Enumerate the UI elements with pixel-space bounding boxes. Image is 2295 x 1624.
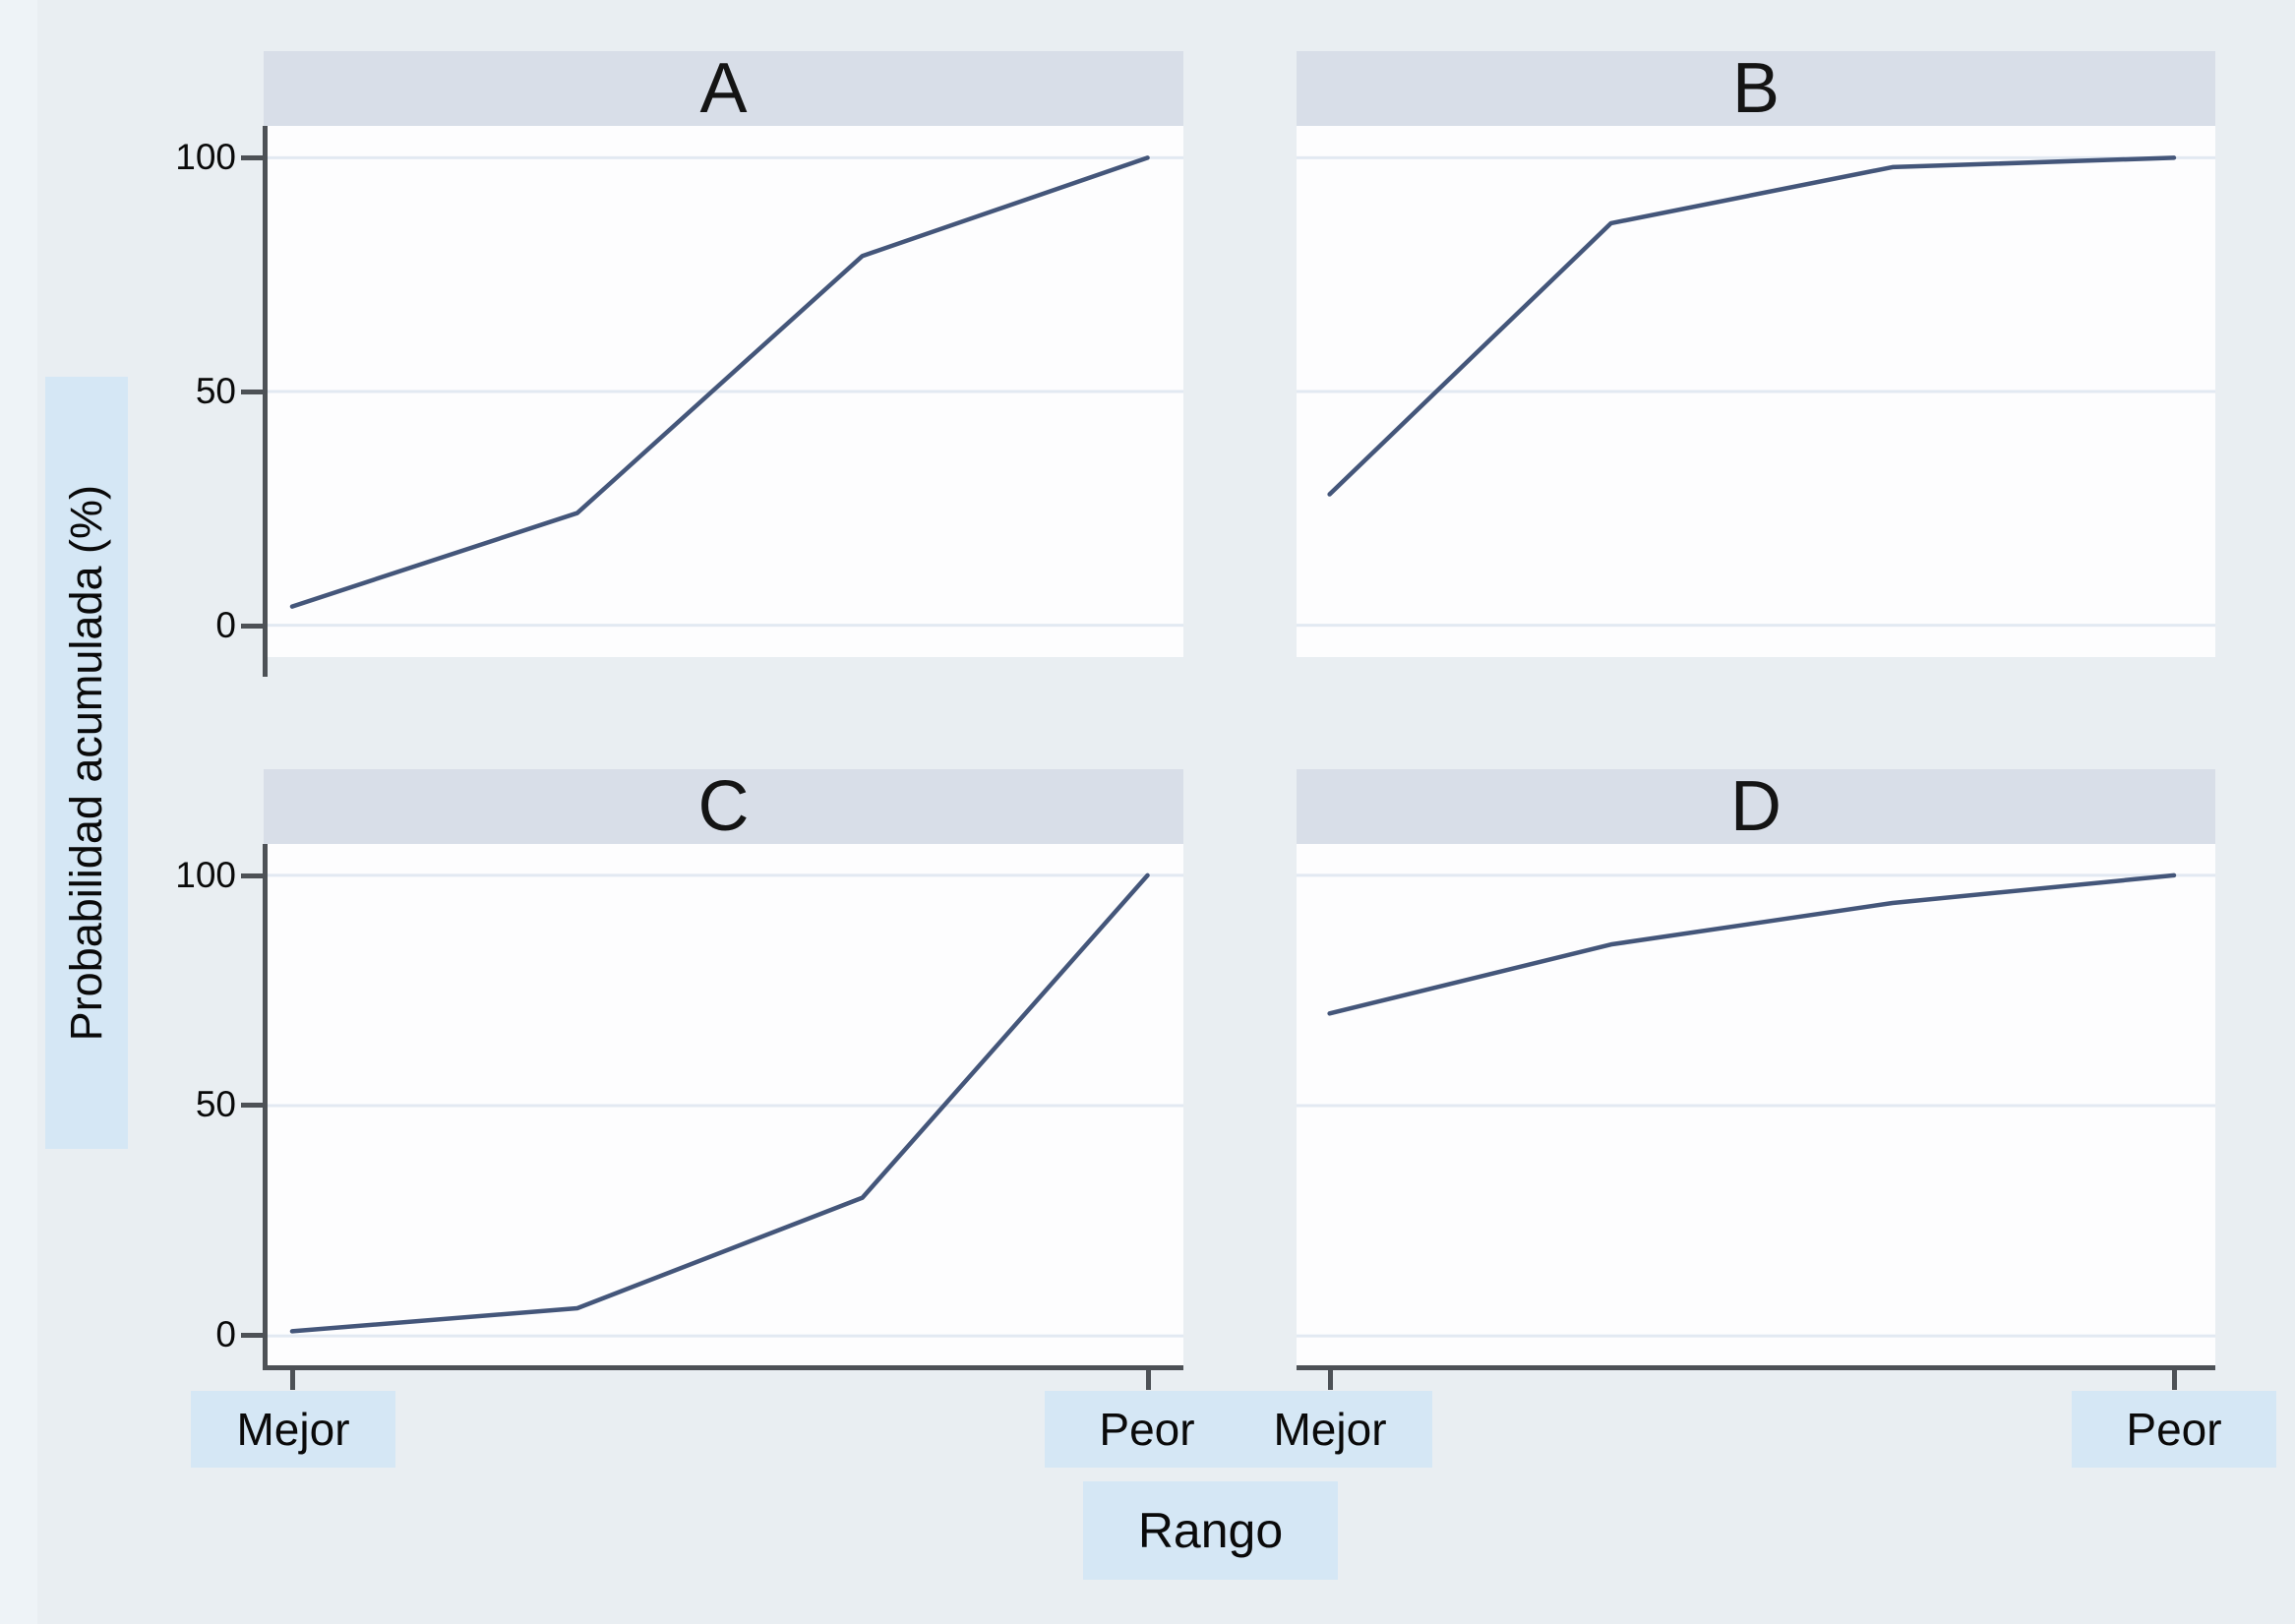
- panel-d-title: D: [1730, 767, 1782, 846]
- panel-d-plot: [1297, 844, 2215, 1367]
- panel-a-plot: [264, 126, 1183, 657]
- panel-c-plot: [264, 844, 1183, 1367]
- x-axis-title: Rango: [1083, 1481, 1338, 1580]
- panel-a: A: [264, 51, 1183, 657]
- x-label-peor-left: Peor: [1045, 1391, 1249, 1468]
- background-strip: [0, 0, 37, 1624]
- x-tick-peor-left: [1146, 1370, 1151, 1390]
- x-axis-line-right: [1297, 1365, 2215, 1370]
- panel-c-title: C: [697, 767, 750, 846]
- panel-d: D: [1297, 769, 2215, 1367]
- y-tick-50-row1: [241, 390, 263, 394]
- panel-b-title: B: [1731, 49, 1781, 128]
- x-tick-mejor-left: [290, 1370, 295, 1390]
- y-tick-label-100-row2: 100: [175, 855, 236, 895]
- panel-b-plot: [1297, 126, 2215, 657]
- panel-a-line-chart: [264, 126, 1183, 657]
- y-axis-label: Probabilidad acumulada (%): [61, 484, 111, 1042]
- x-tick-mejor-right: [1328, 1370, 1333, 1390]
- panel-c-line-chart: [264, 844, 1183, 1367]
- y-tick-100-row1: [241, 155, 263, 160]
- y-tick-label-50-row1: 50: [195, 371, 236, 411]
- panel-c: C: [264, 769, 1183, 1367]
- x-label-mejor-left: Mejor: [191, 1391, 395, 1468]
- panel-a-title: A: [699, 49, 748, 128]
- panel-d-line-chart: [1297, 844, 2215, 1367]
- y-tick-100-row2: [241, 873, 263, 878]
- y-axis-line-row1: [263, 126, 268, 677]
- y-tick-0-row1: [241, 624, 263, 629]
- y-tick-50-row2: [241, 1103, 263, 1108]
- x-axis-line-left: [264, 1365, 1183, 1370]
- panel-b-line-chart: [1297, 126, 2215, 657]
- y-axis-line-row2: [263, 844, 268, 1370]
- panel-c-titlebar: C: [264, 769, 1183, 844]
- y-tick-label-0-row1: 0: [215, 605, 236, 645]
- x-label-peor-right: Peor: [2072, 1391, 2276, 1468]
- panel-b-titlebar: B: [1297, 51, 2215, 126]
- panel-d-titlebar: D: [1297, 769, 2215, 844]
- y-tick-0-row2: [241, 1333, 263, 1338]
- y-axis-label-box: Probabilidad acumulada (%): [45, 377, 128, 1149]
- y-tick-label-100-row1: 100: [175, 137, 236, 177]
- panel-a-titlebar: A: [264, 51, 1183, 126]
- y-tick-label-50-row2: 50: [195, 1084, 236, 1124]
- x-label-mejor-right: Mejor: [1228, 1391, 1432, 1468]
- y-tick-label-0-row2: 0: [215, 1314, 236, 1354]
- panel-b: B: [1297, 51, 2215, 657]
- x-tick-peor-right: [2172, 1370, 2177, 1390]
